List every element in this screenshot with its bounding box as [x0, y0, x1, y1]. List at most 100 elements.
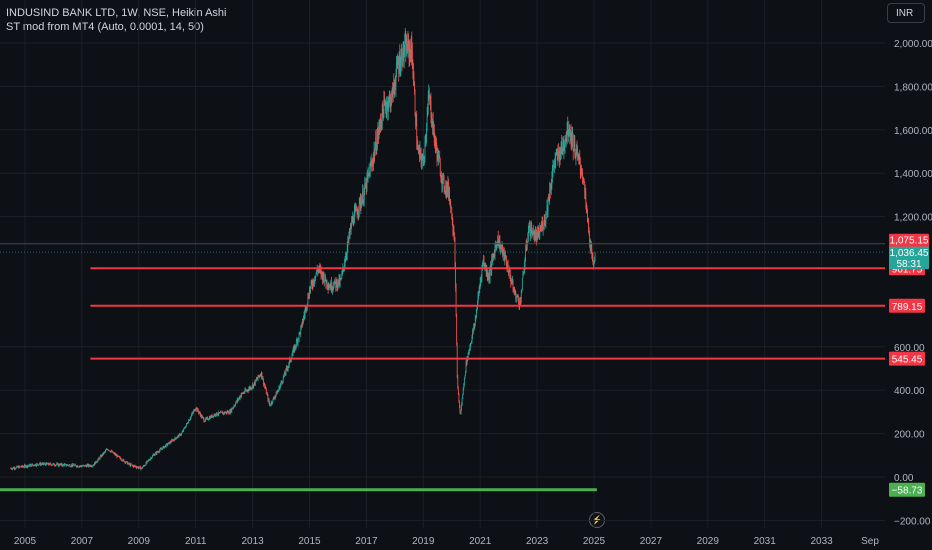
candle-body [420, 149, 421, 153]
candle-body [66, 465, 67, 467]
candle-body [146, 460, 148, 463]
candle-body [565, 139, 566, 142]
candle-body [305, 306, 307, 310]
candle-body [451, 218, 453, 224]
candle-body [29, 464, 30, 466]
bar-countdown-label: 58:31 [896, 259, 921, 270]
x-tick-label: 2031 [754, 536, 777, 547]
candle-body [460, 409, 462, 414]
candle-body [89, 465, 90, 467]
candle-body [540, 229, 541, 230]
candle-body [259, 375, 261, 377]
candle-body [526, 243, 528, 247]
candle-body [54, 465, 56, 467]
candle-body [430, 97, 431, 101]
candle-body [310, 281, 312, 287]
candle-body [136, 467, 137, 469]
candle-body [515, 290, 517, 300]
candle-body [160, 448, 162, 450]
candle-body [586, 205, 588, 210]
level-price-label: 961.75 [892, 264, 923, 275]
candle-body [482, 261, 484, 264]
candle-body [21, 465, 23, 467]
symbol-title[interactable]: INDUSIND BANK LTD, 1W, NSE, Heikin Ashi [6, 7, 227, 19]
candle-body [230, 409, 232, 413]
candle-body [122, 460, 123, 462]
horizontal-levels[interactable] [0, 243, 885, 492]
candle-body [409, 48, 410, 57]
candle-body [383, 110, 384, 118]
price-axis[interactable]: 2,000.00 1,800.00 1,600.00 1,400.00 1,200.00… [894, 39, 932, 527]
time-axis[interactable]: 2005 2007 2009 2011 2013 2015 2017 2019 2021 2023… [14, 536, 879, 547]
candle-body [512, 280, 513, 284]
candle-body [376, 147, 378, 151]
candle-body [518, 303, 520, 306]
candle-body [78, 466, 80, 467]
candle-body [122, 459, 124, 461]
candle-body [391, 92, 392, 103]
candle-body [321, 271, 322, 275]
candle-body [282, 381, 284, 383]
candle-body [415, 113, 416, 126]
candle-body [386, 106, 387, 112]
candle-body [521, 289, 523, 293]
candle-body [72, 464, 73, 467]
indicator-title[interactable]: ST mod from MT4 (Auto, 0.0001, 14, 50) [6, 21, 204, 33]
candle-body [301, 322, 303, 325]
candle-body [184, 427, 186, 429]
candle-body [389, 96, 391, 98]
candle-body [535, 232, 537, 235]
candle-body [43, 462, 44, 465]
candle-body [49, 463, 51, 465]
candle-body [588, 220, 589, 230]
candle-body [573, 149, 575, 152]
candle-body [288, 361, 290, 365]
candle-body [325, 274, 326, 281]
candle-body [174, 437, 176, 441]
candle-body [422, 155, 424, 160]
candle-body [272, 398, 274, 403]
candle-body [465, 371, 466, 376]
candle-body [415, 119, 417, 126]
candle-body [340, 279, 342, 280]
candle-body [219, 412, 221, 414]
candle-body [394, 84, 396, 88]
candle-body [396, 61, 398, 63]
candle-body [243, 392, 245, 394]
candle-body [316, 270, 318, 271]
candle-body [221, 411, 222, 413]
currency-button[interactable]: INR [887, 3, 925, 23]
candle-body [524, 259, 526, 266]
candle-body [285, 373, 286, 375]
candle-body [436, 141, 437, 150]
candle-body [258, 375, 260, 377]
candle-body [209, 417, 211, 419]
candle-body [354, 211, 355, 224]
candle-body [408, 43, 410, 57]
candle-body [201, 415, 203, 418]
candle-body [38, 464, 40, 466]
candle-body [473, 326, 475, 328]
candle-body [463, 378, 465, 385]
candle-body [222, 412, 224, 414]
candle-body [256, 379, 258, 380]
candle-body [480, 278, 482, 279]
candle-body [508, 269, 510, 276]
candle-body [245, 389, 246, 391]
candle-body [593, 262, 594, 265]
candle-body [439, 158, 441, 162]
candle-body [83, 465, 84, 467]
candle-body [459, 401, 460, 407]
candle-body [555, 154, 557, 160]
candle-body [175, 438, 177, 440]
candle-body [199, 412, 200, 414]
candle-body [60, 464, 61, 465]
candle-body [237, 399, 239, 401]
candle-body [465, 361, 467, 372]
candle-body [48, 463, 49, 465]
candle-body [417, 148, 419, 150]
candle-body [334, 279, 336, 284]
candle-body [402, 64, 403, 66]
candle-body [33, 464, 35, 466]
